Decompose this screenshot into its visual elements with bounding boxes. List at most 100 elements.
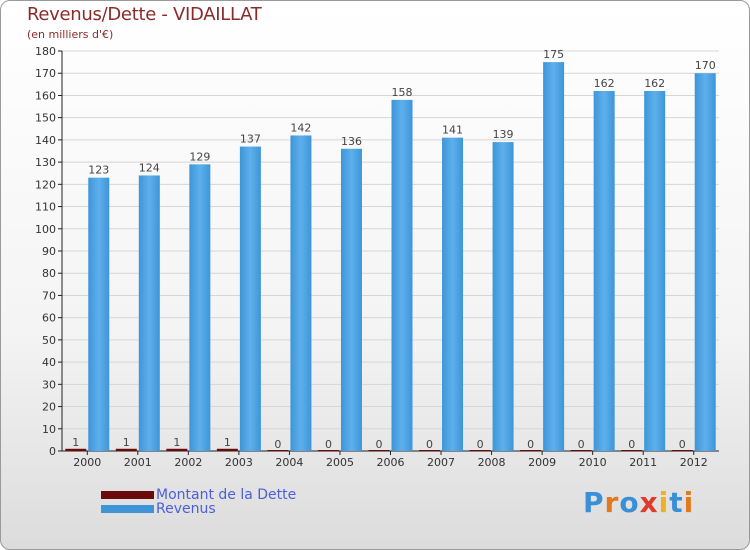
y-tick-label: 120	[35, 178, 56, 191]
data-label-dette: 0	[376, 438, 383, 451]
logo-letter: x	[639, 486, 659, 519]
data-label-revenus: 123	[88, 164, 109, 177]
bar-revenus	[189, 164, 211, 452]
y-tick-label: 150	[35, 112, 56, 125]
data-label-dette: 0	[628, 438, 635, 451]
y-tick-label: 20	[42, 401, 56, 414]
y-tick-label: 130	[35, 156, 56, 169]
data-label-revenus: 170	[695, 59, 716, 72]
bar-revenus	[543, 62, 565, 451]
data-label-revenus: 136	[341, 135, 362, 148]
bar-dette	[368, 450, 390, 451]
data-label-dette: 0	[426, 438, 433, 451]
bar-revenus	[340, 148, 362, 451]
y-tick-label: 40	[42, 356, 56, 369]
bar-dette	[216, 448, 238, 451]
bar-revenus	[239, 146, 261, 452]
y-tick-label: 90	[42, 245, 56, 258]
data-label-dette: 1	[224, 436, 231, 449]
data-label-dette: 0	[578, 438, 585, 451]
bar-revenus	[290, 135, 312, 451]
x-tick-label: 2003	[225, 456, 253, 469]
logo-letter: r	[604, 486, 620, 519]
data-label-revenus: 124	[139, 161, 160, 174]
data-label-revenus: 129	[189, 150, 210, 163]
bar-dette	[267, 450, 289, 451]
logo-letter: i	[683, 486, 695, 519]
x-tick-label: 2010	[579, 456, 607, 469]
data-label-revenus: 141	[442, 124, 463, 137]
x-tick-label: 2005	[326, 456, 354, 469]
y-tick-label: 70	[42, 289, 56, 302]
logo-letter: o	[619, 486, 640, 519]
bar-dette	[520, 450, 542, 451]
data-label-dette: 0	[477, 438, 484, 451]
bar-dette	[317, 450, 339, 451]
bar-revenus	[492, 142, 514, 451]
data-label-revenus: 142	[290, 121, 311, 134]
chart-subtitle: (en milliers d'€)	[27, 28, 114, 41]
y-tick-label: 50	[42, 334, 56, 347]
y-tick-label: 60	[42, 312, 56, 325]
data-label-dette: 1	[173, 436, 180, 449]
bar-revenus	[644, 91, 666, 451]
y-tick-label: 80	[42, 267, 56, 280]
bar-revenus	[88, 177, 110, 451]
y-tick-label: 180	[35, 45, 56, 58]
data-label-dette: 1	[123, 436, 130, 449]
chart-title: Revenus/Dette - VIDAILLAT	[27, 4, 262, 25]
bar-dette	[419, 450, 441, 451]
legend-label-revenus: Revenus	[156, 501, 216, 517]
data-label-revenus: 137	[240, 133, 261, 146]
bar-dette	[115, 448, 137, 451]
y-tick-label: 170	[35, 67, 56, 80]
x-tick-label: 2006	[377, 456, 405, 469]
x-tick-label: 2011	[629, 456, 657, 469]
y-tick-label: 160	[35, 89, 56, 102]
bar-revenus	[694, 73, 716, 451]
data-label-revenus: 162	[594, 77, 615, 90]
logo-letter: t	[669, 486, 684, 519]
bar-dette	[671, 450, 693, 451]
y-tick-label: 110	[35, 201, 56, 214]
x-tick-label: 2007	[427, 456, 455, 469]
x-tick-label: 2012	[680, 456, 708, 469]
bar-revenus	[442, 137, 464, 451]
x-tick-label: 2004	[275, 456, 303, 469]
data-label-dette: 0	[274, 438, 281, 451]
y-tick-label: 0	[49, 445, 56, 458]
x-tick-label: 2008	[478, 456, 506, 469]
bar-revenus	[138, 175, 160, 451]
data-label-dette: 0	[527, 438, 534, 451]
x-tick-label: 2002	[174, 456, 202, 469]
x-tick-label: 2009	[528, 456, 556, 469]
proxiti-logo: Proxiti	[583, 486, 694, 519]
logo-letter: i	[658, 486, 670, 519]
y-tick-label: 100	[35, 223, 56, 236]
data-label-dette: 0	[679, 438, 686, 451]
bar-dette	[570, 450, 592, 451]
legend-swatch-dette	[101, 491, 154, 499]
y-tick-label: 30	[42, 378, 56, 391]
data-label-revenus: 175	[543, 48, 564, 61]
legend-item-dette: Montant de la Dette	[101, 487, 296, 503]
x-tick-label: 2001	[124, 456, 152, 469]
legend-label-dette: Montant de la Dette	[156, 487, 297, 503]
legend-item-revenus: Revenus	[101, 501, 216, 517]
y-tick-label: 10	[42, 423, 56, 436]
logo-letter: P	[583, 486, 605, 519]
bar-dette	[166, 448, 188, 451]
data-label-dette: 0	[325, 438, 332, 451]
data-label-revenus: 162	[644, 77, 665, 90]
legend-swatch-revenus	[101, 505, 154, 513]
bar-dette	[65, 448, 87, 451]
bar-dette	[621, 450, 643, 451]
x-tick-label: 2000	[73, 456, 101, 469]
bar-revenus	[593, 91, 615, 451]
y-tick-label: 140	[35, 134, 56, 147]
data-label-revenus: 158	[392, 86, 413, 99]
bar-dette	[469, 450, 491, 451]
data-label-dette: 1	[72, 436, 79, 449]
